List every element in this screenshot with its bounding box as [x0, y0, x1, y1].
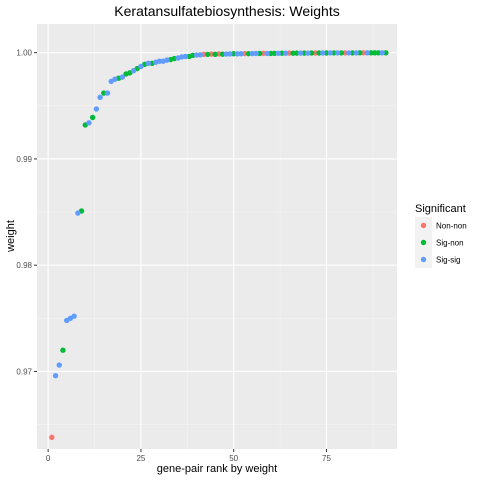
data-point-sig-non [375, 50, 382, 56]
y-tick-label: 0.98 [16, 261, 32, 270]
data-point-sig-non [271, 50, 278, 57]
data-point-sig-sig [364, 50, 371, 56]
x-tick-label: 25 [136, 454, 145, 463]
data-point-sig-sig [156, 58, 163, 64]
data-point-sig-non [368, 50, 374, 56]
data-point-sig-non [301, 50, 307, 56]
legend-label-sig-non: Sig-non [436, 239, 464, 248]
plot-panel [37, 24, 397, 449]
data-point-sig-sig [353, 50, 359, 56]
data-point-sig-sig [97, 94, 103, 101]
data-point-non-non [342, 50, 348, 56]
legend-marker-sig-non [420, 239, 427, 246]
data-point-sig-sig [86, 120, 92, 126]
data-point-sig-sig [327, 50, 333, 56]
grid-lines [37, 24, 397, 449]
data-point-sig-non [60, 347, 66, 353]
data-point-non-non [49, 434, 55, 441]
data-point-sig-sig [164, 57, 170, 63]
data-point-sig-sig [253, 50, 259, 57]
legend-items: Non-non Sig-non Sig-sig [415, 217, 467, 268]
legend-title: Significant [415, 203, 466, 215]
data-point-sig-sig [119, 74, 126, 80]
data-point-sig-sig [379, 50, 385, 56]
data-point-sig-sig [334, 50, 341, 56]
legend: Significant Non-non Sig-non Sig-sig [415, 203, 467, 268]
data-point-sig-non [349, 50, 356, 56]
data-point-sig-sig [264, 50, 270, 57]
x-tick-label: 0 [46, 454, 51, 463]
legend-marker-non-non [420, 222, 427, 229]
x-axis-label: gene-pair rank by weight [157, 463, 277, 475]
data-point-sig-sig [56, 362, 62, 368]
data-point-sig-sig [182, 53, 189, 60]
y-axis-label: weight [5, 220, 17, 253]
chart-title: Keratansulfatebiosynthesis: Weights [114, 3, 339, 19]
data-point-non-non [360, 50, 367, 56]
data-point-sig-non [331, 50, 337, 56]
data-point-sig-sig [145, 60, 152, 67]
data-point-sig-non [89, 114, 96, 121]
data-point-sig-non [372, 50, 378, 56]
data-point-sig-sig [75, 210, 81, 216]
legend-label-non-non: Non-non [436, 222, 467, 231]
axes: 0 25 50 75 0.97 0.98 0.99 1.00 [16, 49, 331, 463]
data-point-sig-sig [104, 90, 111, 96]
data-point-sig-sig [275, 50, 281, 57]
data-point-sig-sig [197, 52, 203, 58]
y-tick-label: 1.00 [16, 49, 32, 58]
data-point-sig-non [101, 90, 107, 96]
data-point-sig-non [256, 50, 263, 57]
legend-marker-sig-sig [420, 256, 427, 263]
data-point-sig-sig [93, 106, 100, 112]
data-point-sig-non [338, 50, 345, 56]
data-point-non-non [312, 50, 319, 56]
data-point-sig-sig [71, 313, 77, 319]
data-point-sig-sig [138, 63, 144, 70]
y-tick-label: 0.99 [16, 155, 32, 164]
data-point-sig-non [294, 50, 300, 56]
data-point-sig-non [205, 51, 211, 58]
data-points [49, 50, 389, 441]
data-point-sig-sig [346, 50, 352, 56]
x-tick-label: 75 [322, 454, 331, 463]
data-point-sig-sig [130, 68, 137, 74]
data-point-sig-non [212, 51, 218, 57]
legend-label-sig-sig: Sig-sig [436, 256, 460, 265]
data-point-sig-non [383, 50, 389, 56]
data-point-sig-non [316, 50, 322, 56]
data-point-sig-sig [52, 372, 59, 379]
data-point-sig-sig [320, 50, 326, 56]
data-point-sig-sig [112, 76, 118, 82]
y-tick-label: 0.97 [16, 367, 32, 376]
data-point-sig-sig [238, 51, 244, 57]
data-point-sig-sig [297, 50, 304, 56]
data-point-sig-sig [227, 51, 233, 57]
x-tick-label: 50 [229, 454, 238, 463]
data-point-sig-sig [305, 50, 311, 56]
data-point-sig-sig [282, 50, 289, 56]
